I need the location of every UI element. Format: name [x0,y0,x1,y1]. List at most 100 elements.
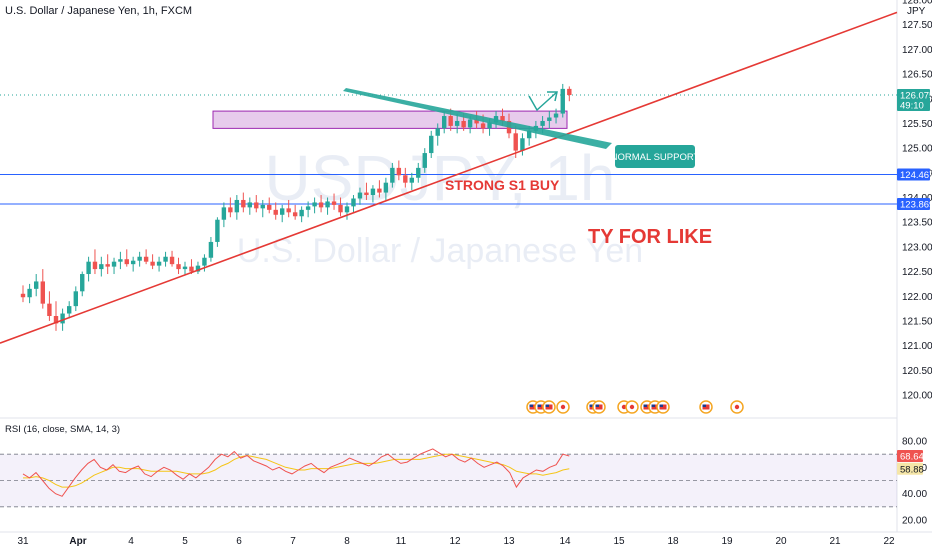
time-tick-label: 5 [182,536,188,547]
candle-body [364,192,369,196]
candle-body [156,261,162,266]
candle-body [280,208,285,215]
time-tick-label: 15 [613,536,625,547]
rsi-tick-label: 20.00 [902,516,927,527]
price-tick-label: 127.000 [902,45,932,56]
price-tick-label: 123.000 [902,242,932,253]
price-tick-label: 122.000 [902,292,932,303]
candle-body [547,117,552,121]
time-tick-label: 31 [17,536,29,547]
candle-body [422,153,427,168]
candle-body [176,264,181,270]
price-tag-box [897,168,930,181]
candle-body [325,201,330,208]
price-tick-label: 121.000 [902,341,932,352]
us-flag-icon[interactable] [699,400,713,414]
rsi-line [22,448,570,497]
rsi-ma-line [23,453,570,488]
candle-body [474,119,479,124]
chart-title: U.S. Dollar / Japanese Yen, 1h, FXCM [5,5,192,17]
candle-body [286,208,291,213]
time-tick-label: 12 [449,536,461,547]
candlestick-series [20,83,572,331]
candle-body [267,204,272,210]
rsi-tick-label: 40.00 [902,489,927,500]
target-arrow[interactable] [528,91,558,112]
price-tick-label: 122.500 [902,267,932,278]
candle-body [409,177,414,183]
horizontal-lines[interactable] [0,94,897,205]
candle-body [169,256,175,265]
event-icons[interactable] [526,400,744,414]
candle-body [520,138,525,151]
price-tick-label: 120.500 [902,366,932,377]
rsi-pane[interactable]: RSI (16, close, SMA, 14, 3)80.0060.0040.… [0,424,927,527]
price-tag-label: 126.075 [900,91,932,102]
candle-body [130,260,136,265]
rsi-value-tag: 58.88 [900,464,924,475]
price-tag-box [897,197,930,210]
candle-body [86,261,91,275]
time-tick-label: 20 [775,536,787,547]
candle-body [124,259,129,265]
candle-body [487,122,492,129]
us-flag-icon[interactable] [542,400,556,414]
price-tick-label: 123.500 [902,218,932,229]
countdown-label: 49:10 [900,101,924,112]
candle-body [540,120,545,126]
price-tick-label: 127.500 [902,20,932,31]
flag-canton [545,404,549,407]
candle-body [47,303,52,316]
candle-body [202,257,207,266]
jp-flag-icon[interactable] [556,400,570,414]
candle-body [567,88,572,96]
candle-body [396,167,402,176]
jp-flag-icon[interactable] [730,400,744,414]
support-arrow[interactable] [343,88,612,149]
normal-support-label: NORMAL SUPPORT [611,152,700,163]
candle-body [448,116,453,126]
candle-body [118,259,123,262]
candle-body [370,188,376,196]
candle-body [247,202,252,208]
candle-body [500,116,505,121]
candle-body [189,266,194,272]
candle-body [454,120,460,126]
candle-body [40,281,45,304]
candle-body [105,264,110,267]
candle-body [27,288,32,298]
candle-body [461,120,466,128]
flag-canton [702,404,706,407]
us-flag-icon[interactable] [592,400,606,414]
support-trendline[interactable] [0,11,898,344]
candle-body [338,204,343,213]
us-flag-icon[interactable] [656,400,670,414]
candle-body [560,88,565,114]
candle-body [80,274,85,292]
flag-sun [621,404,627,410]
candle-body [195,265,201,272]
flag-canton [595,404,599,407]
jp-flag-icon[interactable] [625,400,639,414]
time-tick-label: 22 [883,536,895,547]
rsi-value-tag-box [897,449,923,462]
price-tick-label: 121.500 [902,316,932,327]
candle-body [150,261,155,266]
time-axis[interactable]: 31 Apr 4 5 6 7 8 11 12 13 14 15 18 19 20 21 22 [17,536,895,547]
candle-body [137,256,142,261]
price-tick-label: 120.000 [902,391,932,402]
candle-body [467,119,473,128]
candle-body [305,206,311,210]
candle-body [73,291,78,307]
rsi-value-tag: 68.64 [900,451,924,462]
candle-body [182,266,188,270]
drawings[interactable] [0,11,898,344]
candle-body [60,313,65,324]
flag-canton [529,404,533,407]
price-tag-label: 124.467 [900,170,932,181]
price-tick-label: 125.500 [902,119,932,130]
candle-body [221,207,227,220]
candle-body [241,199,246,208]
strong-s1-buy-label: STRONG S1 BUY [445,177,560,193]
